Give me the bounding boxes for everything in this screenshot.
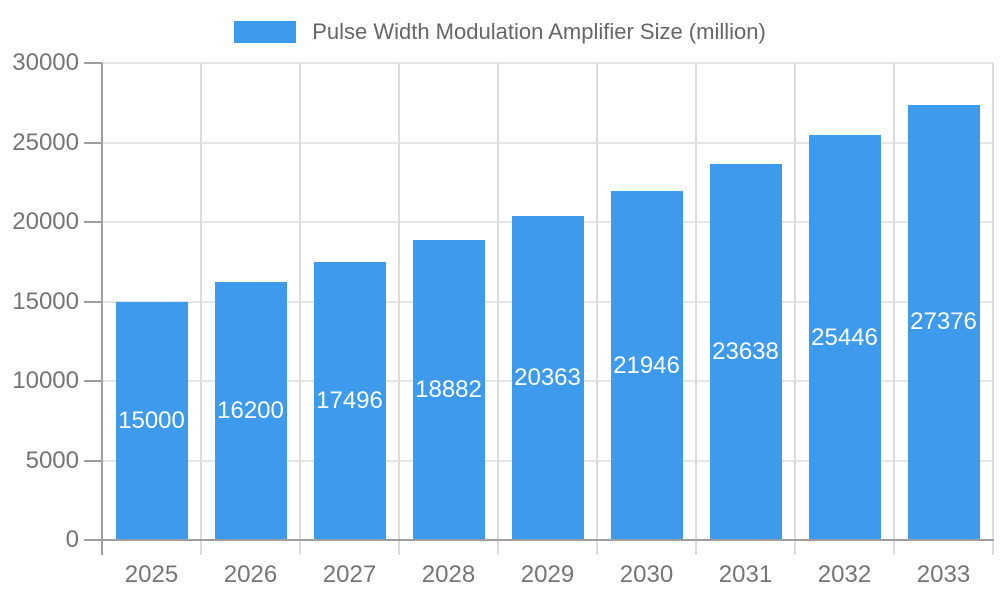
bar: [808, 135, 881, 540]
y-axis-label: 15000: [12, 287, 79, 315]
bar: [412, 239, 485, 540]
gridline-vertical: [596, 63, 598, 555]
x-axis-label: 2032: [817, 561, 872, 588]
gridline-vertical: [398, 63, 400, 555]
x-axis-label: 2031: [718, 561, 773, 588]
gridline-vertical: [299, 63, 301, 555]
bar: [115, 301, 188, 540]
y-axis-tick: [84, 141, 102, 144]
bar-value-label: 20363: [514, 364, 581, 392]
y-axis-label: 20000: [12, 208, 79, 235]
gridline-vertical: [497, 63, 499, 555]
bar-value-label: 25446: [811, 323, 878, 351]
x-axis-label: 2030: [619, 561, 674, 588]
y-axis-tick: [84, 539, 102, 541]
x-axis-label: 2028: [421, 561, 476, 588]
bar-value-label: 21946: [613, 351, 680, 379]
y-axis-line: [101, 63, 103, 555]
x-axis-label: 2033: [916, 561, 971, 588]
y-axis-tick: [84, 380, 102, 382]
bar: [610, 191, 683, 540]
gridline-horizontal: [102, 62, 993, 64]
gridline-vertical: [200, 63, 202, 555]
bar: [214, 282, 287, 540]
y-axis-tick: [84, 221, 102, 223]
gridline-vertical: [893, 63, 895, 555]
gridline-vertical: [992, 63, 994, 555]
bar-value-label: 18882: [415, 375, 482, 403]
x-axis-label: 2026: [223, 561, 278, 588]
legend-swatch-icon: [234, 21, 297, 43]
x-axis-label: 2027: [322, 561, 377, 588]
bar: [709, 164, 782, 540]
x-axis-label: 2029: [520, 561, 575, 588]
gridline-vertical: [794, 63, 796, 555]
y-axis-label: 25000: [12, 128, 79, 156]
x-axis-line: [101, 539, 994, 541]
legend-label: Pulse Width Modulation Amplifier Size (m…: [312, 19, 766, 44]
bar-value-label: 16200: [217, 397, 284, 425]
x-axis-label: 2025: [124, 561, 179, 588]
bar: [313, 261, 386, 540]
legend-item[interactable]: Pulse Width Modulation Amplifier Size (m…: [234, 19, 766, 45]
legend: Pulse Width Modulation Amplifier Size (m…: [0, 19, 1000, 45]
bar: [907, 104, 980, 540]
bar-value-label: 15000: [118, 406, 185, 434]
bar-value-label: 17496: [316, 386, 383, 414]
bar-value-label: 23638: [712, 338, 779, 366]
y-axis-tick: [84, 459, 102, 462]
gridline-vertical: [695, 63, 697, 555]
y-axis-label: 5000: [25, 446, 79, 474]
bar-value-label: 27376: [910, 308, 977, 336]
y-axis-label: 30000: [12, 49, 79, 76]
y-axis-tick: [84, 62, 102, 64]
y-axis-label: 10000: [12, 367, 79, 394]
bar: [511, 216, 584, 540]
gridline-horizontal: [102, 141, 993, 144]
y-axis-tick: [84, 300, 102, 303]
y-axis-label: 0: [65, 526, 79, 553]
